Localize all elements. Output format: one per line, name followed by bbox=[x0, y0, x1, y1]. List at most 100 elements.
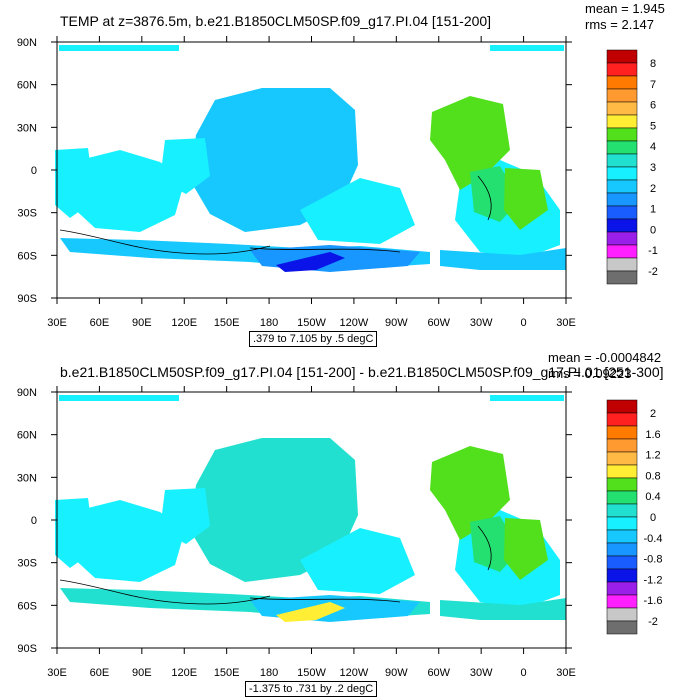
colorbar-swatch bbox=[606, 620, 638, 635]
y-tick-label: 60S bbox=[17, 600, 37, 612]
contour-line bbox=[249, 247, 401, 253]
colorbar-label: 0.4 bbox=[645, 491, 660, 503]
contour-line bbox=[249, 597, 401, 603]
arctic-strip bbox=[59, 45, 179, 51]
colorbar-label: 2 bbox=[650, 408, 656, 420]
colorbar-swatch bbox=[606, 542, 638, 557]
colorbar-label: -0.8 bbox=[644, 554, 663, 566]
colorbar-swatch bbox=[606, 607, 638, 622]
colorbar-swatch bbox=[606, 62, 638, 77]
x-tick-label: 0 bbox=[521, 667, 527, 679]
y-tick-label: 60N bbox=[17, 80, 37, 92]
contour-interval-label: .379 to 7.105 by .5 degC bbox=[249, 331, 378, 347]
x-tick-label: 90E bbox=[132, 667, 152, 679]
map-content bbox=[55, 45, 566, 272]
map-content bbox=[55, 395, 566, 622]
north-atlantic-field bbox=[430, 446, 510, 540]
colorbar-swatch bbox=[606, 127, 638, 142]
colorbar-swatch bbox=[606, 568, 638, 583]
temp-map-svg: 30E 60E 90E 120E 150E 180 150W 120W 90W 60W 30W 0 30… bbox=[17, 36, 658, 329]
y-tick-label: 30S bbox=[17, 558, 37, 570]
colorbar-swatch bbox=[606, 412, 638, 427]
x-tick-label: 30W bbox=[470, 317, 493, 329]
pacific-ocean-field bbox=[190, 88, 358, 232]
x-tick-label: 120E bbox=[171, 667, 197, 679]
colorbar-swatch bbox=[606, 477, 638, 492]
difference-map-svg: 30E 60E 90E 120E 150E 180 150W 120W 90W 60W 30W 0 30… bbox=[17, 386, 663, 679]
south-pacific-field bbox=[300, 528, 415, 594]
y-tick-label: 30N bbox=[17, 122, 37, 134]
southeast-atlantic-field bbox=[440, 248, 566, 270]
colorbar-swatch bbox=[606, 464, 638, 479]
x-tick-label: 150E bbox=[214, 317, 240, 329]
x-tick-label: 60E bbox=[90, 667, 110, 679]
x-tick-label: 150W bbox=[297, 317, 326, 329]
x-tick-label: 120W bbox=[340, 317, 369, 329]
colorbar-label: -1.6 bbox=[644, 595, 663, 607]
colorbar-label: 2 bbox=[650, 183, 656, 195]
x-tick-label: 30W bbox=[470, 667, 493, 679]
y-tick-label: 90S bbox=[17, 293, 37, 305]
x-tick-label: 90E bbox=[132, 317, 152, 329]
south-atlantic-field bbox=[504, 518, 548, 580]
mean-stat: mean = -0.0004842 bbox=[548, 350, 662, 365]
rms-stat: rms = 2.147 bbox=[585, 17, 655, 32]
colorbar-swatch bbox=[606, 438, 638, 453]
contour-line bbox=[477, 525, 492, 571]
colorbar-label: -2 bbox=[648, 266, 658, 278]
colorbar-swatch bbox=[606, 205, 638, 220]
colorbar-swatch bbox=[606, 529, 638, 544]
colorbar-swatch bbox=[606, 88, 638, 103]
mean-stat: mean = 1.945 bbox=[585, 1, 665, 16]
weddell-sea-field bbox=[276, 252, 345, 272]
arctic-strip bbox=[490, 45, 564, 51]
colorbar-swatch bbox=[606, 257, 638, 272]
southeast-atlantic-field bbox=[440, 598, 566, 620]
colorbar-swatch bbox=[606, 555, 638, 570]
colorbar-swatch bbox=[606, 166, 638, 181]
colorbar-swatch bbox=[606, 581, 638, 596]
arabian-field bbox=[55, 498, 95, 568]
x-tick-label: 180 bbox=[260, 667, 278, 679]
x-tick-label: 180 bbox=[260, 317, 278, 329]
south-pacific-field bbox=[300, 178, 415, 244]
x-tick-label: 60E bbox=[90, 317, 110, 329]
north-atlantic-field bbox=[430, 96, 510, 190]
y-tick-label: 0 bbox=[31, 515, 37, 527]
panel-title: b.e21.B1850CLM50SP.f09_g17.PI.04 [151-20… bbox=[60, 364, 664, 380]
colorbar-swatch bbox=[606, 516, 638, 531]
indian-ocean-field bbox=[70, 150, 185, 232]
indian-ocean-field bbox=[70, 500, 185, 582]
colorbar-label: 3 bbox=[650, 162, 656, 174]
colorbar-label: 0 bbox=[650, 224, 656, 236]
rms-stat: rms = 0.09223 bbox=[548, 366, 632, 381]
south-atlantic-field bbox=[504, 168, 548, 230]
x-tick-label: 0 bbox=[521, 317, 527, 329]
colorbar-swatch bbox=[606, 451, 638, 466]
x-tick-label: 30E bbox=[47, 317, 67, 329]
colorbar-swatch bbox=[606, 270, 638, 285]
contour-interval-label: -1.375 to .731 by .2 degC bbox=[245, 681, 378, 697]
contour-line bbox=[59, 579, 271, 605]
west-pacific-field bbox=[160, 138, 210, 194]
colorbar-swatch bbox=[606, 231, 638, 246]
x-tick-label: 60W bbox=[427, 317, 450, 329]
y-tick-label: 30N bbox=[17, 472, 37, 484]
y-tick-label: 60N bbox=[17, 430, 37, 442]
colorbar-label: 6 bbox=[650, 100, 656, 112]
y-tick-label: 90N bbox=[17, 387, 37, 399]
x-tick-label: 150E bbox=[214, 667, 240, 679]
x-tick-label: 90W bbox=[385, 317, 408, 329]
colorbar-label: 0.8 bbox=[645, 470, 660, 482]
arctic-strip bbox=[59, 395, 179, 401]
colorbar-label: -1 bbox=[648, 245, 658, 257]
colorbar-swatch bbox=[606, 49, 638, 64]
colorbar-label: 1 bbox=[650, 204, 656, 216]
west-pacific-field bbox=[160, 488, 210, 544]
colorbar-swatch bbox=[606, 399, 638, 414]
colorbar-swatch bbox=[606, 192, 638, 207]
y-tick-label: 90S bbox=[17, 643, 37, 655]
colorbar-swatch bbox=[606, 218, 638, 233]
colorbar-swatch bbox=[606, 153, 638, 168]
colorbar-label: -1.2 bbox=[644, 574, 663, 586]
